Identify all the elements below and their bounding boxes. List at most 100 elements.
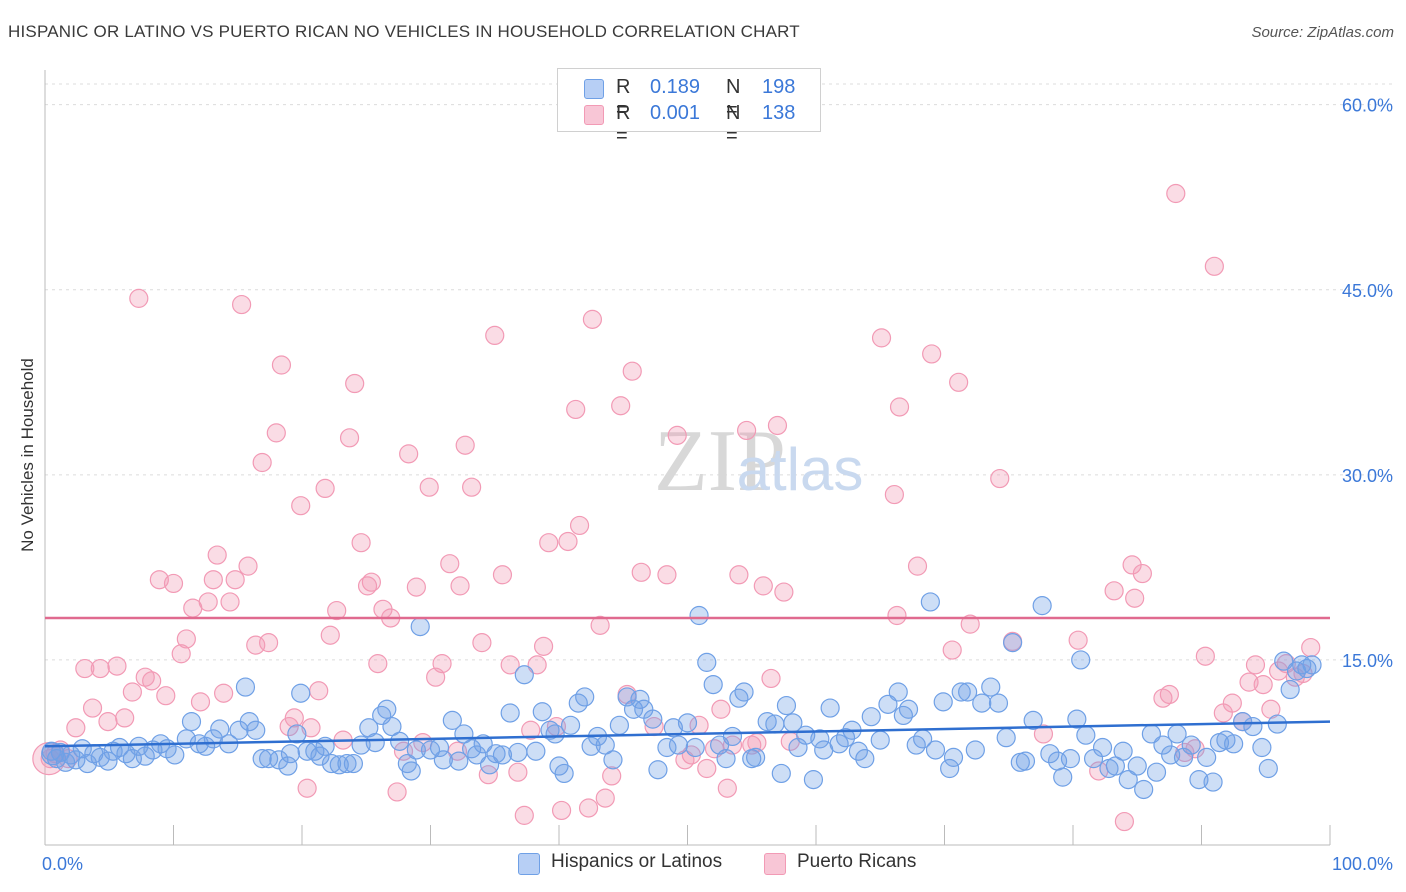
data-point bbox=[309, 681, 329, 701]
data-point bbox=[933, 692, 953, 712]
data-point bbox=[603, 750, 623, 770]
data-point bbox=[232, 294, 252, 315]
data-point bbox=[631, 562, 651, 582]
data-point bbox=[287, 724, 307, 744]
data-point bbox=[540, 720, 560, 740]
data-point bbox=[689, 605, 709, 626]
data-point bbox=[1239, 672, 1259, 692]
data-point bbox=[609, 715, 629, 735]
data-point bbox=[602, 766, 622, 786]
data-point bbox=[746, 747, 766, 767]
data-point bbox=[861, 707, 881, 727]
data-point bbox=[757, 712, 777, 732]
data-point bbox=[310, 746, 330, 766]
data-point bbox=[500, 703, 520, 723]
data-point bbox=[163, 573, 184, 594]
data-point bbox=[410, 617, 430, 637]
data-point bbox=[1060, 749, 1081, 769]
data-point bbox=[1253, 674, 1273, 695]
data-point bbox=[1195, 646, 1215, 666]
data-point bbox=[291, 683, 311, 703]
data-point bbox=[377, 699, 397, 719]
data-point bbox=[122, 682, 142, 702]
data-point bbox=[75, 658, 95, 679]
data-point bbox=[214, 683, 234, 703]
data-point bbox=[1280, 679, 1300, 700]
data-point bbox=[643, 709, 663, 729]
data-point bbox=[1071, 650, 1091, 670]
data-point bbox=[623, 699, 644, 719]
data-point bbox=[447, 741, 468, 761]
data-point bbox=[337, 753, 357, 774]
data-point bbox=[1127, 756, 1147, 776]
data-point bbox=[1053, 767, 1073, 787]
data-point bbox=[1023, 710, 1043, 730]
data-point bbox=[492, 745, 513, 765]
data-point bbox=[657, 737, 677, 758]
data-point bbox=[1092, 737, 1113, 758]
data-point bbox=[235, 677, 256, 697]
data-point bbox=[252, 452, 272, 473]
data-point bbox=[569, 515, 590, 536]
data-point bbox=[115, 708, 135, 728]
data-point bbox=[135, 746, 155, 766]
data-point bbox=[1302, 655, 1322, 675]
data-point bbox=[90, 658, 110, 679]
data-point bbox=[284, 708, 304, 728]
data-point bbox=[361, 572, 381, 592]
data-point bbox=[480, 755, 500, 775]
data-point bbox=[761, 668, 781, 689]
legend-label-hispanics: Hispanics or Latinos bbox=[551, 851, 723, 872]
data-point bbox=[1114, 811, 1135, 832]
legend-r-label: R = bbox=[616, 76, 631, 121]
data-point bbox=[1222, 693, 1242, 713]
data-point bbox=[729, 688, 749, 708]
data-point bbox=[1015, 751, 1036, 771]
data-point bbox=[988, 693, 1009, 713]
data-point bbox=[390, 731, 410, 751]
data-point bbox=[196, 736, 216, 756]
data-point bbox=[539, 533, 559, 553]
data-point bbox=[835, 728, 856, 748]
data-point bbox=[595, 788, 615, 808]
data-point bbox=[697, 652, 717, 672]
data-point bbox=[776, 695, 797, 716]
data-point bbox=[399, 444, 419, 464]
data-point bbox=[960, 614, 980, 634]
data-point bbox=[181, 712, 202, 732]
data-point bbox=[203, 570, 223, 590]
data-point bbox=[663, 718, 683, 738]
legend-label-puerto-ricans: Puerto Ricans bbox=[797, 851, 917, 872]
legend-swatch-blue bbox=[584, 79, 604, 99]
data-point bbox=[1076, 725, 1096, 745]
data-point bbox=[887, 605, 907, 626]
data-point bbox=[722, 726, 743, 747]
data-point bbox=[1032, 596, 1052, 616]
data-point bbox=[870, 730, 890, 750]
data-point bbox=[514, 665, 534, 685]
data-point bbox=[907, 556, 928, 576]
data-point bbox=[301, 718, 321, 738]
series-hispanics bbox=[41, 592, 1322, 800]
data-point bbox=[958, 682, 978, 702]
data-point bbox=[462, 477, 482, 497]
data-point bbox=[1243, 716, 1263, 737]
data-point bbox=[981, 677, 1001, 697]
data-point bbox=[893, 705, 913, 726]
x-tick-labels: 0.0% 100.0% bbox=[42, 854, 1393, 874]
data-point bbox=[41, 742, 65, 766]
data-point bbox=[810, 729, 830, 749]
data-point bbox=[765, 714, 785, 734]
data-point bbox=[533, 636, 554, 656]
data-point bbox=[1224, 734, 1244, 754]
data-point bbox=[246, 720, 266, 740]
data-point bbox=[508, 762, 528, 782]
data-point bbox=[258, 633, 279, 653]
y-tick-label: 30.0% bbox=[1342, 466, 1393, 486]
data-point bbox=[278, 756, 298, 776]
data-point bbox=[1166, 183, 1186, 204]
data-point bbox=[1159, 684, 1179, 705]
data-point bbox=[878, 694, 898, 714]
data-point bbox=[176, 629, 196, 649]
data-point bbox=[1258, 758, 1278, 779]
